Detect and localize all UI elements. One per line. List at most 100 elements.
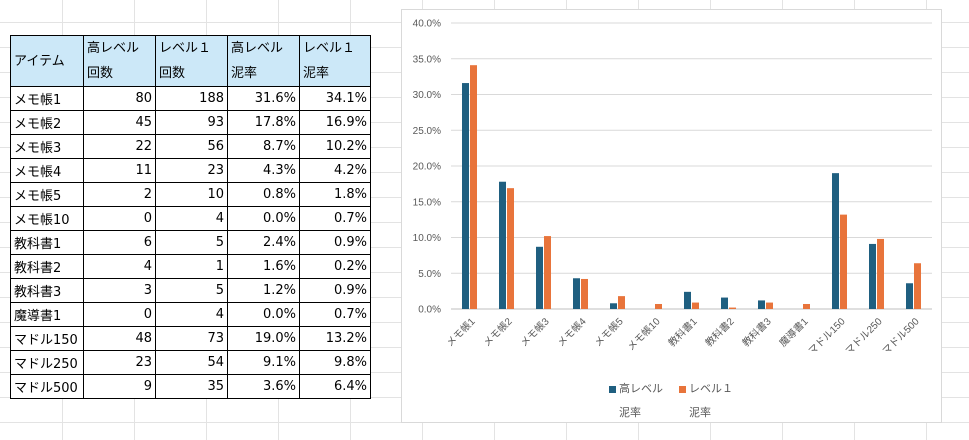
cell-lv1-rate[interactable]: 6.4% <box>299 374 371 399</box>
bar-lv1-rate[interactable] <box>877 238 884 309</box>
cell-high-count[interactable]: 0 <box>83 302 156 327</box>
cell-high-count[interactable]: 45 <box>83 110 156 135</box>
cell-lv1-count[interactable]: 4 <box>155 302 228 327</box>
header-item[interactable]: アイテム <box>10 35 84 87</box>
cell-lv1-rate[interactable]: 13.2% <box>299 326 371 351</box>
bar-high-rate[interactable] <box>832 173 839 309</box>
cell-lv1-count[interactable]: 5 <box>155 278 228 303</box>
cell-item[interactable]: メモ帳10 <box>10 206 84 231</box>
cell-lv1-rate[interactable]: 0.9% <box>299 278 371 303</box>
bar-lv1-rate[interactable] <box>581 278 588 309</box>
legend-swatch-high <box>609 385 616 393</box>
cell-high-count[interactable]: 2 <box>83 182 156 207</box>
bar-high-rate[interactable] <box>462 83 469 309</box>
cell-lv1-rate[interactable]: 0.2% <box>299 254 371 279</box>
cell-lv1-count[interactable]: 73 <box>155 326 228 351</box>
cell-lv1-count[interactable]: 35 <box>155 374 228 399</box>
cell-high-count[interactable]: 23 <box>83 350 156 375</box>
bar-lv1-rate[interactable] <box>914 263 921 309</box>
bar-high-rate[interactable] <box>906 283 913 309</box>
cell-high-rate[interactable]: 1.6% <box>227 254 300 279</box>
bar-high-rate[interactable] <box>610 303 617 309</box>
cell-lv1-rate[interactable]: 9.8% <box>299 350 371 375</box>
cell-high-count[interactable]: 6 <box>83 230 156 255</box>
cell-lv1-count[interactable]: 1 <box>155 254 228 279</box>
cell-lv1-count[interactable]: 56 <box>155 134 228 159</box>
cell-high-count[interactable]: 3 <box>83 278 156 303</box>
cell-high-rate[interactable]: 17.8% <box>227 110 300 135</box>
cell-high-rate[interactable]: 19.0% <box>227 326 300 351</box>
legend-entry-high-rate[interactable]: 高レベル 泥率 <box>609 380 663 420</box>
cell-high-rate[interactable]: 4.3% <box>227 158 300 183</box>
cell-high-rate[interactable]: 0.8% <box>227 182 300 207</box>
cell-lv1-count[interactable]: 10 <box>155 182 228 207</box>
bar-lv1-rate[interactable] <box>729 307 736 309</box>
bar-lv1-rate[interactable] <box>692 302 699 309</box>
cell-high-rate[interactable]: 2.4% <box>227 230 300 255</box>
cell-lv1-count[interactable]: 93 <box>155 110 228 135</box>
cell-high-rate[interactable]: 0.0% <box>227 206 300 231</box>
cell-high-rate[interactable]: 31.6% <box>227 86 300 111</box>
cell-high-count[interactable]: 22 <box>83 134 156 159</box>
chart-area[interactable]: 0.0% 5.0% 10.0% 15.0% 20.0% 25.0% 30.0% 35.0% 40… <box>401 9 942 423</box>
cell-item[interactable]: 教科書2 <box>10 254 84 279</box>
bar-high-rate[interactable] <box>536 246 543 309</box>
header-lv1-count[interactable]: レベル１ 回数 <box>155 35 228 87</box>
cell-item[interactable]: メモ帳5 <box>10 182 84 207</box>
bar-lv1-rate[interactable] <box>803 303 810 309</box>
bar-lv1-rate[interactable] <box>544 236 551 309</box>
cell-lv1-rate[interactable]: 10.2% <box>299 134 371 159</box>
cell-high-count[interactable]: 48 <box>83 326 156 351</box>
cell-item[interactable]: メモ帳2 <box>10 110 84 135</box>
cell-lv1-rate[interactable]: 0.9% <box>299 230 371 255</box>
cell-high-count[interactable]: 0 <box>83 206 156 231</box>
cell-item[interactable]: マドル500 <box>10 374 84 399</box>
cell-high-count[interactable]: 80 <box>83 86 156 111</box>
bar-high-rate[interactable] <box>721 297 728 309</box>
cell-lv1-rate[interactable]: 1.8% <box>299 182 371 207</box>
cell-item[interactable]: 魔導書1 <box>10 302 84 327</box>
cell-lv1-count[interactable]: 4 <box>155 206 228 231</box>
cell-lv1-rate[interactable]: 16.9% <box>299 110 371 135</box>
cell-lv1-count[interactable]: 5 <box>155 230 228 255</box>
cell-lv1-rate[interactable]: 34.1% <box>299 86 371 111</box>
bar-high-rate[interactable] <box>758 300 765 309</box>
cell-item[interactable]: 教科書1 <box>10 230 84 255</box>
cell-item[interactable]: マドル250 <box>10 350 84 375</box>
bar-lv1-rate[interactable] <box>840 214 847 309</box>
bar-high-rate[interactable] <box>869 243 876 309</box>
cell-lv1-rate[interactable]: 4.2% <box>299 158 371 183</box>
cell-lv1-count[interactable]: 54 <box>155 350 228 375</box>
bar-lv1-rate[interactable] <box>470 65 477 309</box>
cell-item[interactable]: 教科書3 <box>10 278 84 303</box>
bar-lv1-rate[interactable] <box>507 188 514 309</box>
cell-high-count[interactable]: 4 <box>83 254 156 279</box>
bar-high-rate[interactable] <box>684 291 691 309</box>
table-row: マドル250 23 54 9.1% 9.8% <box>10 350 371 375</box>
cell-high-rate[interactable]: 9.1% <box>227 350 300 375</box>
cell-item[interactable]: メモ帳3 <box>10 134 84 159</box>
cell-lv1-rate[interactable]: 0.7% <box>299 206 371 231</box>
cell-item[interactable]: メモ帳1 <box>10 86 84 111</box>
header-lv1-rate[interactable]: レベル１ 泥率 <box>299 35 371 87</box>
x-tick-label: メモ帳4 <box>554 315 589 350</box>
cell-high-count[interactable]: 11 <box>83 158 156 183</box>
cell-high-count[interactable]: 9 <box>83 374 156 399</box>
legend-entry-lv1-rate[interactable]: レベル１ 泥率 <box>679 380 733 420</box>
cell-item[interactable]: マドル150 <box>10 326 84 351</box>
cell-item[interactable]: メモ帳4 <box>10 158 84 183</box>
cell-high-rate[interactable]: 0.0% <box>227 302 300 327</box>
bar-lv1-rate[interactable] <box>655 303 662 309</box>
cell-high-rate[interactable]: 8.7% <box>227 134 300 159</box>
bar-high-rate[interactable] <box>573 278 580 309</box>
cell-lv1-count[interactable]: 188 <box>155 86 228 111</box>
bar-high-rate[interactable] <box>499 181 506 309</box>
bar-lv1-rate[interactable] <box>766 302 773 309</box>
cell-lv1-rate[interactable]: 0.7% <box>299 302 371 327</box>
header-high-count[interactable]: 高レベル 回数 <box>83 35 156 87</box>
cell-high-rate[interactable]: 3.6% <box>227 374 300 399</box>
bar-lv1-rate[interactable] <box>618 296 625 309</box>
header-high-rate[interactable]: 高レベル 泥率 <box>227 35 300 87</box>
cell-lv1-count[interactable]: 23 <box>155 158 228 183</box>
cell-high-rate[interactable]: 1.2% <box>227 278 300 303</box>
